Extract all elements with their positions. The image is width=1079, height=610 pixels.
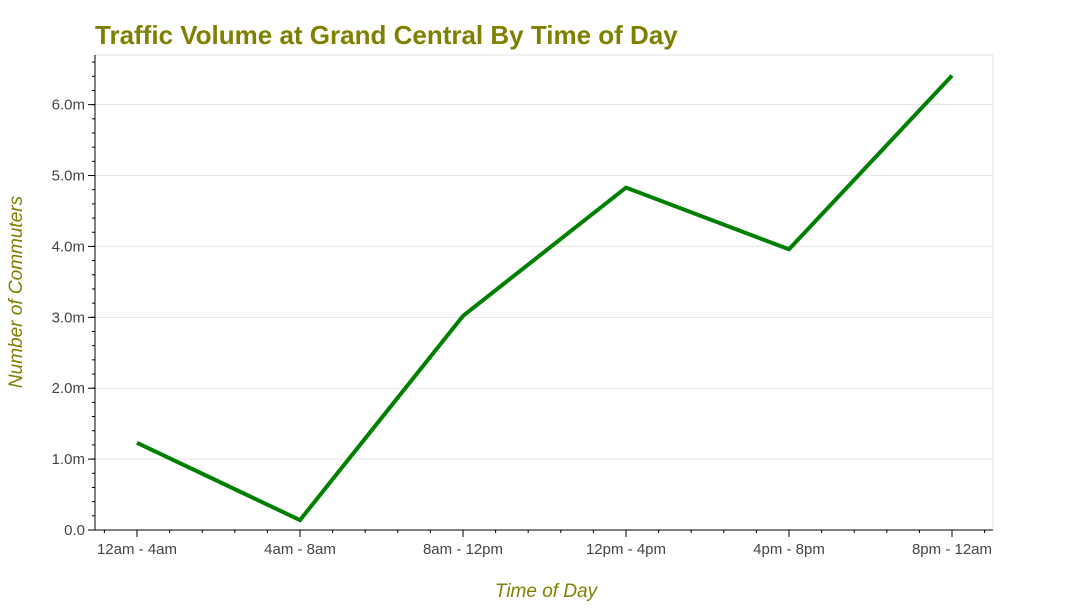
y-tick-label: 2.0m: [52, 380, 85, 397]
x-tick-label: 12am - 4am: [97, 541, 177, 558]
series-layer: [136, 74, 954, 523]
x-tick-label: 12pm - 4pm: [586, 541, 666, 558]
chart-title: Traffic Volume at Grand Central By Time …: [95, 20, 678, 50]
grid-lines: [95, 104, 993, 460]
x-tick-label: 8am - 12pm: [423, 541, 503, 558]
y-tick-label: 6.0m: [52, 97, 85, 114]
y-tick-label: 3.0m: [52, 309, 85, 326]
y-tick-label: 1.0m: [52, 451, 85, 468]
x-tick-label: 4am - 8am: [264, 541, 336, 558]
series-line: [136, 74, 954, 523]
x-tick-label: 4pm - 8pm: [753, 541, 825, 558]
x-tick-label: 8pm - 12am: [912, 541, 992, 558]
y-tick-label: 4.0m: [52, 238, 85, 255]
y-tick-label: 5.0m: [52, 168, 85, 185]
y-axis-label: Number of Commuters: [6, 195, 27, 388]
x-axis-label: Time of Day: [495, 581, 599, 602]
axes: 0.0 1.0m 2.0m 3.0m 4.0m 5.0m 6.0m 12am - 4am 4am…: [52, 55, 993, 558]
y-tick-label: 0.0: [64, 522, 85, 539]
